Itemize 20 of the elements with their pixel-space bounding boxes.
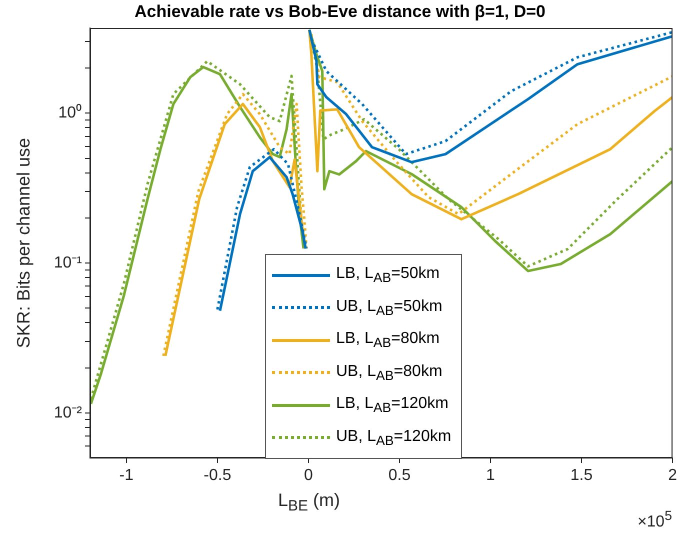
x-tick-label: 0.5 [388, 467, 411, 484]
chart-title: Achievable rate vs Bob-Eve distance with β=1, D=0 [134, 2, 546, 22]
y-tick-label: 10⁰ [58, 104, 82, 122]
legend-label: LB, L$_{AB}$=80km [336, 330, 440, 350]
legend-label: UB, L$_{AB}$=50km [336, 298, 442, 318]
y-tick-label: 10⁻² [54, 404, 83, 422]
x-tick-label: 2 [668, 467, 678, 484]
y-tick-label: 10⁻¹ [54, 254, 82, 272]
text: ×10$^{5}$ [637, 508, 672, 532]
legend-label: UB, L$_{AB}$=80km [336, 362, 442, 383]
x-tick-label: 1 [486, 467, 496, 484]
x-tick-label: 0 [304, 467, 314, 484]
x-tick-label: -0.5 [204, 467, 232, 484]
x-tick-label: -1 [119, 467, 134, 484]
x-axis-title: L$_{BE}$ (m) [278, 490, 340, 515]
legend-label: LB, L$_{AB}$=50km [336, 265, 440, 286]
y-axis-title: SKR: Bits per channel use [14, 138, 34, 348]
x-tick-label: 1.5 [570, 467, 593, 484]
legend-label: LB, L$_{AB}$=120km [336, 395, 449, 416]
legend-label: UB, L$_{AB}$=120km [336, 428, 452, 448]
